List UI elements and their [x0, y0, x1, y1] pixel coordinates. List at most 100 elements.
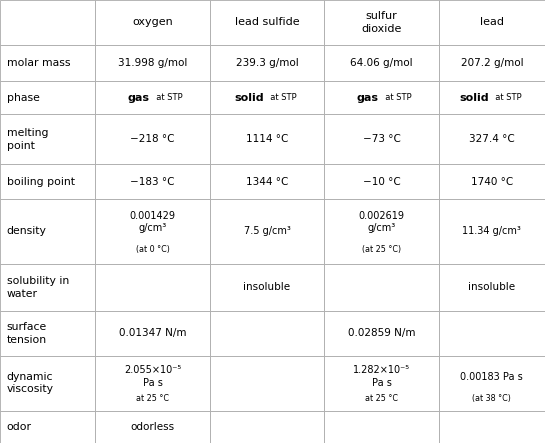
Bar [324, 311, 439, 356]
Text: 0.02859 N/m: 0.02859 N/m [348, 329, 415, 338]
Text: 2.055×10⁻⁵
Pa s: 2.055×10⁻⁵ Pa s [124, 365, 181, 388]
Text: at STP: at STP [151, 93, 183, 102]
Text: 0.002619
g/cm³: 0.002619 g/cm³ [359, 210, 404, 233]
Bar [324, 356, 439, 411]
Bar [210, 199, 324, 264]
Text: 207.2 g/mol: 207.2 g/mol [461, 58, 523, 68]
Bar [324, 199, 439, 264]
Text: 1344 °C: 1344 °C [246, 177, 288, 187]
Bar [210, 311, 324, 356]
Text: 1114 °C: 1114 °C [246, 134, 288, 144]
Text: lead: lead [480, 17, 504, 27]
Bar [95, 0, 210, 45]
Text: melting
point: melting point [7, 128, 48, 151]
Bar [95, 199, 210, 264]
Bar [439, 164, 545, 199]
Text: density: density [7, 226, 46, 237]
Bar [95, 311, 210, 356]
Text: at 25 °C: at 25 °C [365, 393, 398, 403]
Bar [324, 114, 439, 164]
Text: (at 0 °C): (at 0 °C) [136, 245, 169, 254]
Bar [0, 311, 95, 356]
Text: 1740 °C: 1740 °C [471, 177, 513, 187]
Text: solid: solid [459, 93, 489, 103]
Text: solubility in
water: solubility in water [7, 276, 69, 299]
Bar [210, 81, 324, 114]
Text: solid: solid [234, 93, 264, 103]
Bar [210, 356, 324, 411]
Bar [324, 411, 439, 443]
Bar [439, 114, 545, 164]
Text: 0.01347 N/m: 0.01347 N/m [119, 329, 186, 338]
Bar [95, 45, 210, 81]
Bar [0, 411, 95, 443]
Text: phase: phase [7, 93, 39, 103]
Text: −73 °C: −73 °C [362, 134, 401, 144]
Bar [210, 0, 324, 45]
Text: 64.06 g/mol: 64.06 g/mol [350, 58, 413, 68]
Text: (at 25 °C): (at 25 °C) [362, 245, 401, 254]
Bar [210, 164, 324, 199]
Text: at STP: at STP [265, 93, 297, 102]
Text: at 25 °C: at 25 °C [136, 393, 169, 403]
Text: 7.5 g/cm³: 7.5 g/cm³ [244, 226, 290, 237]
Bar [210, 114, 324, 164]
Bar [439, 81, 545, 114]
Text: 11.34 g/cm³: 11.34 g/cm³ [462, 226, 522, 237]
Bar [0, 264, 95, 311]
Bar [439, 356, 545, 411]
Text: (at 38 °C): (at 38 °C) [473, 393, 511, 403]
Text: gas: gas [356, 93, 378, 103]
Bar [0, 356, 95, 411]
Bar [210, 411, 324, 443]
Text: 327.4 °C: 327.4 °C [469, 134, 514, 144]
Bar [439, 311, 545, 356]
Text: at STP: at STP [490, 93, 522, 102]
Text: 31.998 g/mol: 31.998 g/mol [118, 58, 187, 68]
Bar [324, 81, 439, 114]
Text: lead sulfide: lead sulfide [235, 17, 299, 27]
Bar [95, 81, 210, 114]
Text: at STP: at STP [380, 93, 411, 102]
Text: −218 °C: −218 °C [130, 134, 175, 144]
Bar [95, 114, 210, 164]
Text: sulfur
dioxide: sulfur dioxide [361, 11, 402, 34]
Bar [439, 411, 545, 443]
Bar [324, 264, 439, 311]
Bar [0, 0, 95, 45]
Bar [0, 81, 95, 114]
Text: dynamic
viscosity: dynamic viscosity [7, 372, 53, 394]
Text: molar mass: molar mass [7, 58, 70, 68]
Bar [324, 164, 439, 199]
Text: insoluble: insoluble [468, 283, 516, 292]
Bar [439, 264, 545, 311]
Bar [324, 0, 439, 45]
Bar [95, 411, 210, 443]
Text: 0.001429
g/cm³: 0.001429 g/cm³ [130, 210, 175, 233]
Text: 1.282×10⁻⁵
Pa s: 1.282×10⁻⁵ Pa s [353, 365, 410, 388]
Text: insoluble: insoluble [244, 283, 290, 292]
Text: oxygen: oxygen [132, 17, 173, 27]
Bar [0, 45, 95, 81]
Bar [0, 164, 95, 199]
Text: 239.3 g/mol: 239.3 g/mol [235, 58, 299, 68]
Bar [210, 264, 324, 311]
Bar [95, 164, 210, 199]
Bar [324, 45, 439, 81]
Bar [439, 199, 545, 264]
Text: odor: odor [7, 422, 32, 432]
Bar [95, 264, 210, 311]
Text: −183 °C: −183 °C [130, 177, 175, 187]
Text: odorless: odorless [131, 422, 174, 432]
Text: 0.00183 Pa s: 0.00183 Pa s [461, 372, 523, 382]
Text: −10 °C: −10 °C [362, 177, 401, 187]
Bar [95, 356, 210, 411]
Bar [0, 114, 95, 164]
Bar [0, 199, 95, 264]
Text: boiling point: boiling point [7, 177, 75, 187]
Text: gas: gas [127, 93, 149, 103]
Bar [439, 0, 545, 45]
Bar [210, 45, 324, 81]
Bar [439, 45, 545, 81]
Text: surface
tension: surface tension [7, 323, 47, 345]
